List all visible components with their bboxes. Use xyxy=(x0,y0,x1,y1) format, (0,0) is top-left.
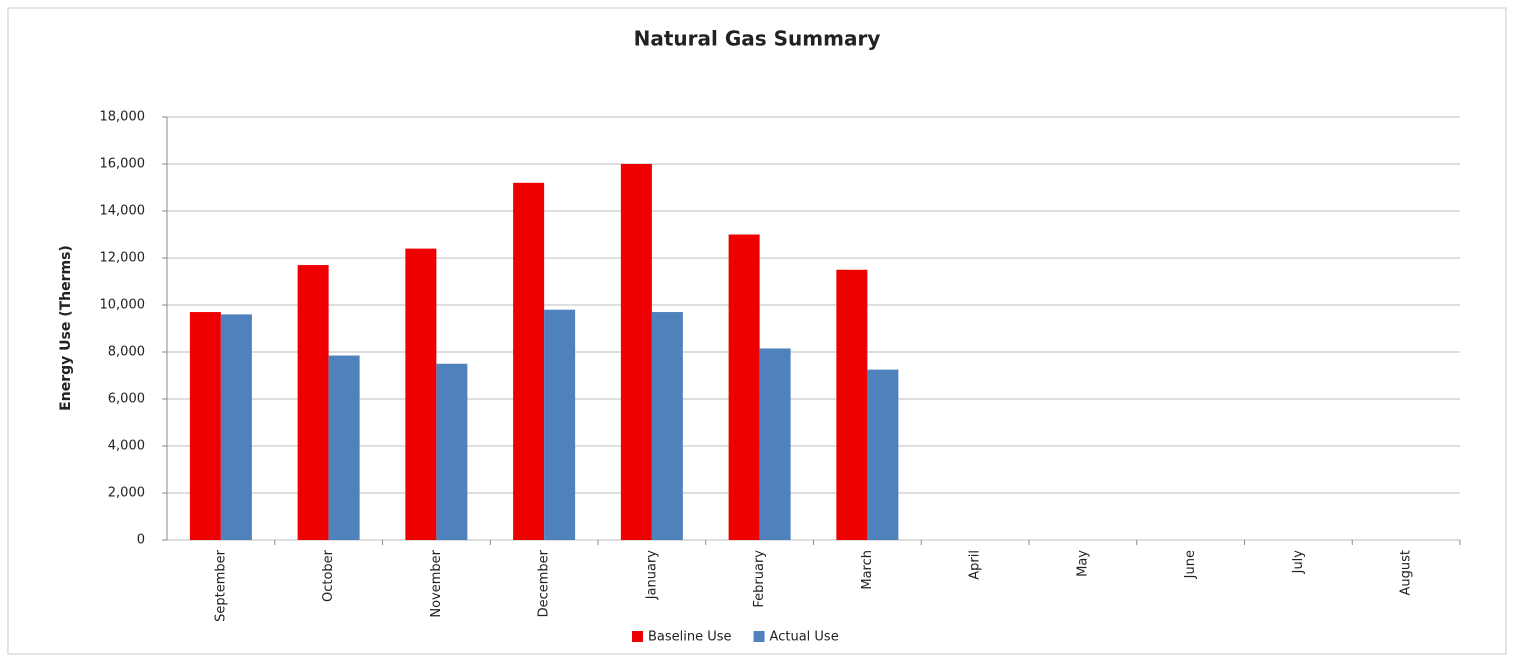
bar xyxy=(513,182,545,541)
y-tick-label: 6,000 xyxy=(108,392,145,407)
bar xyxy=(405,248,437,540)
y-tick-label: 8,000 xyxy=(108,345,145,360)
x-tick-label: August xyxy=(1399,550,1414,596)
bar xyxy=(220,314,252,540)
bar xyxy=(867,369,899,540)
bar xyxy=(651,312,683,540)
y-axis-label: Energy Use (Therms) xyxy=(58,245,74,411)
y-tick-label: 10,000 xyxy=(100,298,146,313)
x-tick-label: April xyxy=(968,550,983,580)
bar xyxy=(544,309,576,540)
y-tick-label: 14,000 xyxy=(100,204,146,219)
legend-swatch xyxy=(632,631,643,642)
y-tick-label: 12,000 xyxy=(100,251,146,266)
chart-title: Natural Gas Summary xyxy=(634,27,881,51)
y-tick-label: 0 xyxy=(137,533,145,548)
x-tick-label: March xyxy=(860,550,875,590)
bar xyxy=(297,265,329,540)
x-tick-label: December xyxy=(537,549,552,617)
legend-label: Baseline Use xyxy=(648,630,732,645)
x-tick-label: October xyxy=(321,549,336,602)
x-tick-label: July xyxy=(1291,550,1306,575)
x-tick-label: February xyxy=(752,550,767,608)
x-tick-label: May xyxy=(1075,550,1090,577)
bar xyxy=(620,164,652,540)
x-tick-label: September xyxy=(213,549,228,622)
x-tick-label: January xyxy=(644,550,659,601)
bar xyxy=(836,269,868,540)
bar xyxy=(436,363,468,540)
bar xyxy=(759,348,791,540)
x-tick-label: November xyxy=(429,549,444,617)
y-tick-label: 16,000 xyxy=(100,157,146,172)
y-tick-label: 18,000 xyxy=(100,110,146,125)
y-tick-label: 4,000 xyxy=(108,439,145,454)
y-tick-label: 2,000 xyxy=(108,486,145,501)
legend-swatch xyxy=(753,631,765,642)
bar xyxy=(328,355,360,540)
legend-label: Actual Use xyxy=(770,630,839,645)
bar xyxy=(728,234,760,540)
x-tick-label: June xyxy=(1183,550,1198,579)
bar xyxy=(189,312,221,540)
